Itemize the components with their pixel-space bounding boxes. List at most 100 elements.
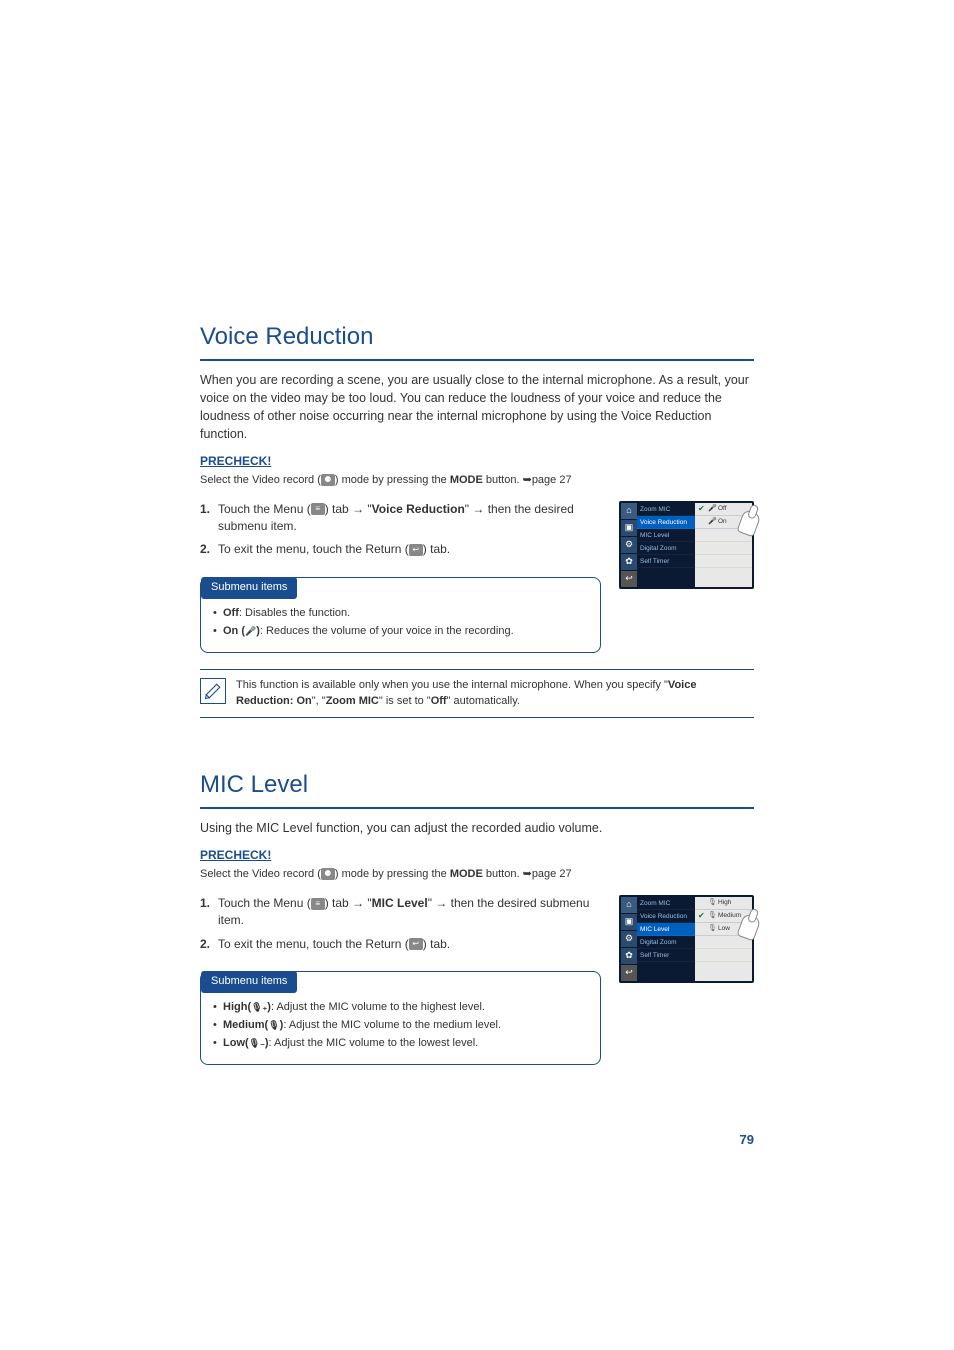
steps-row: 1. Touch the Menu (≡) tab → "MIC Level" …	[200, 895, 754, 1081]
shot-option-empty	[695, 949, 752, 962]
t: Off	[431, 695, 447, 707]
shot-menu-item: Digital Zoom	[637, 936, 695, 949]
option-label: On	[718, 517, 727, 526]
step-2: 2. To exit the menu, touch the Return (↩…	[200, 936, 601, 953]
arrow-icon: →	[472, 501, 484, 518]
return-icon: ↩	[409, 938, 423, 950]
precheck-post: ) mode by pressing the	[335, 474, 450, 486]
shot-menu-item: MIC Level	[637, 529, 695, 542]
t: : Adjust the MIC volume to the highest l…	[271, 1001, 485, 1013]
t: "	[364, 502, 372, 516]
menu-icon: ≡	[311, 898, 325, 910]
t: " automatically.	[447, 695, 520, 707]
shot-tab-home-icon: ⌂	[621, 897, 637, 913]
t: " is set to "	[379, 695, 431, 707]
return-icon: ↩	[409, 544, 423, 556]
intro-paragraph: When you are recording a scene, you are …	[200, 371, 754, 444]
option-label: Medium	[718, 911, 741, 920]
shot-menu-item: Voice Reduction	[637, 516, 695, 529]
shot-menu-item: Self Timer	[637, 555, 695, 568]
shot-menu-item: Self Timer	[637, 949, 695, 962]
t: To exit the menu, touch the Return (	[218, 937, 409, 951]
section-title: MIC Level	[200, 768, 754, 809]
precheck-bold: MODE	[450, 474, 483, 486]
t: On (	[223, 625, 245, 637]
precheck-tail: button.	[483, 474, 523, 486]
intro-paragraph: Using the MIC Level function, you can ad…	[200, 819, 754, 837]
submenu-header: Submenu items	[201, 971, 297, 993]
step-1: 1. Touch the Menu (≡) tab → "MIC Level" …	[200, 895, 601, 930]
submenu-item-low: Low(🎙₋): Adjust the MIC volume to the lo…	[211, 1036, 590, 1052]
t: ", "	[312, 695, 326, 707]
steps-list: 1. Touch the Menu (≡) tab → "Voice Reduc…	[200, 501, 601, 559]
note-text: This function is available only when you…	[236, 678, 754, 710]
t: MODE	[450, 868, 483, 880]
t: : Reduces the volume of your voice in th…	[260, 625, 514, 637]
t: : Disables the function.	[239, 607, 350, 619]
t: "	[364, 896, 372, 910]
mic-medium-icon: 🎙	[268, 1019, 279, 1032]
option-label: Off	[718, 504, 727, 513]
submenu-box: Submenu items High(🎙₊): Adjust the MIC v…	[200, 971, 601, 1065]
t: Touch the Menu (	[218, 502, 311, 516]
shot-menu: Zoom MICVoice ReductionMIC LevelDigital …	[637, 503, 695, 587]
precheck-page: page 27	[532, 474, 572, 486]
precheck-text: Select the Video record (⚈) mode by pres…	[200, 867, 754, 883]
t: : Adjust the MIC volume to the lowest le…	[269, 1037, 479, 1049]
mic-level-section: MIC Level Using the MIC Level function, …	[200, 768, 754, 1080]
arrow-icon: →	[352, 501, 364, 518]
mic-on-icon: 🎤	[245, 625, 256, 638]
step-text: Touch the Menu (≡) tab → "Voice Reductio…	[218, 501, 601, 536]
mic-high-icon: 🎙₊	[251, 1001, 267, 1014]
shot-tab-gear-icon: ✿	[621, 554, 637, 570]
shot-tabs: ⌂ ▣ ⚙ ✿ ↩	[621, 897, 637, 981]
option-icon: 🎙	[708, 898, 716, 908]
t: Touch the Menu (	[218, 896, 311, 910]
check-icon: ✔	[698, 503, 706, 515]
step-num: 2.	[200, 936, 218, 953]
t: MIC Level	[372, 896, 428, 910]
step-2: 2. To exit the menu, touch the Return (↩…	[200, 541, 601, 558]
shot-menu-item: MIC Level	[637, 923, 695, 936]
step-text: To exit the menu, touch the Return (↩) t…	[218, 541, 601, 558]
shot-tab-return-icon: ↩	[621, 571, 637, 587]
t: Off	[223, 607, 239, 619]
precheck-text: Select the Video record (⚈) mode by pres…	[200, 473, 754, 489]
option-icon: 🎙	[708, 911, 716, 921]
t: "	[428, 896, 436, 910]
shot-options: 🎙High✔🎙Medium🎙Low	[695, 897, 752, 981]
t: page 27	[532, 868, 572, 880]
steps-row: 1. Touch the Menu (≡) tab → "Voice Reduc…	[200, 501, 754, 669]
shot-option-empty	[695, 542, 752, 555]
steps-col: 1. Touch the Menu (≡) tab → "Voice Reduc…	[200, 501, 601, 669]
video-record-icon: ⚈	[321, 474, 335, 486]
shot-option-empty	[695, 555, 752, 568]
submenu-item-on: On (🎤): Reduces the volume of your voice…	[211, 624, 590, 640]
step-num: 1.	[200, 895, 218, 930]
shot-menu-item: Voice Reduction	[637, 910, 695, 923]
step-text: To exit the menu, touch the Return (↩) t…	[218, 936, 601, 953]
submenu-item-high: High(🎙₊): Adjust the MIC volume to the h…	[211, 1000, 590, 1016]
steps-col: 1. Touch the Menu (≡) tab → "MIC Level" …	[200, 895, 601, 1081]
shot-option: 🎙High	[695, 897, 752, 910]
step-num: 1.	[200, 501, 218, 536]
menu-icon: ≡	[311, 503, 325, 515]
option-label: Low	[718, 924, 730, 933]
t: This function is available only when you…	[236, 679, 668, 691]
option-icon: 🎤	[708, 517, 716, 527]
shot-menu-item: Zoom MIC	[637, 503, 695, 516]
page-number: 79	[200, 1131, 754, 1150]
t: ) tab	[325, 502, 352, 516]
video-record-icon: ⚈	[321, 868, 335, 880]
ref-arrow-icon: ➥	[523, 473, 532, 489]
t: ) tab.	[423, 937, 450, 951]
t: ) tab.	[423, 542, 450, 556]
note-icon	[200, 678, 226, 704]
shot-tab-home-icon: ⌂	[621, 503, 637, 519]
step-text: Touch the Menu (≡) tab → "MIC Level" → t…	[218, 895, 601, 930]
pencil-note-icon	[204, 682, 222, 700]
shot-tabs: ⌂ ▣ ⚙ ✿ ↩	[621, 503, 637, 587]
step-1: 1. Touch the Menu (≡) tab → "Voice Reduc…	[200, 501, 601, 536]
t: "	[465, 502, 473, 516]
t: ) tab	[325, 896, 352, 910]
